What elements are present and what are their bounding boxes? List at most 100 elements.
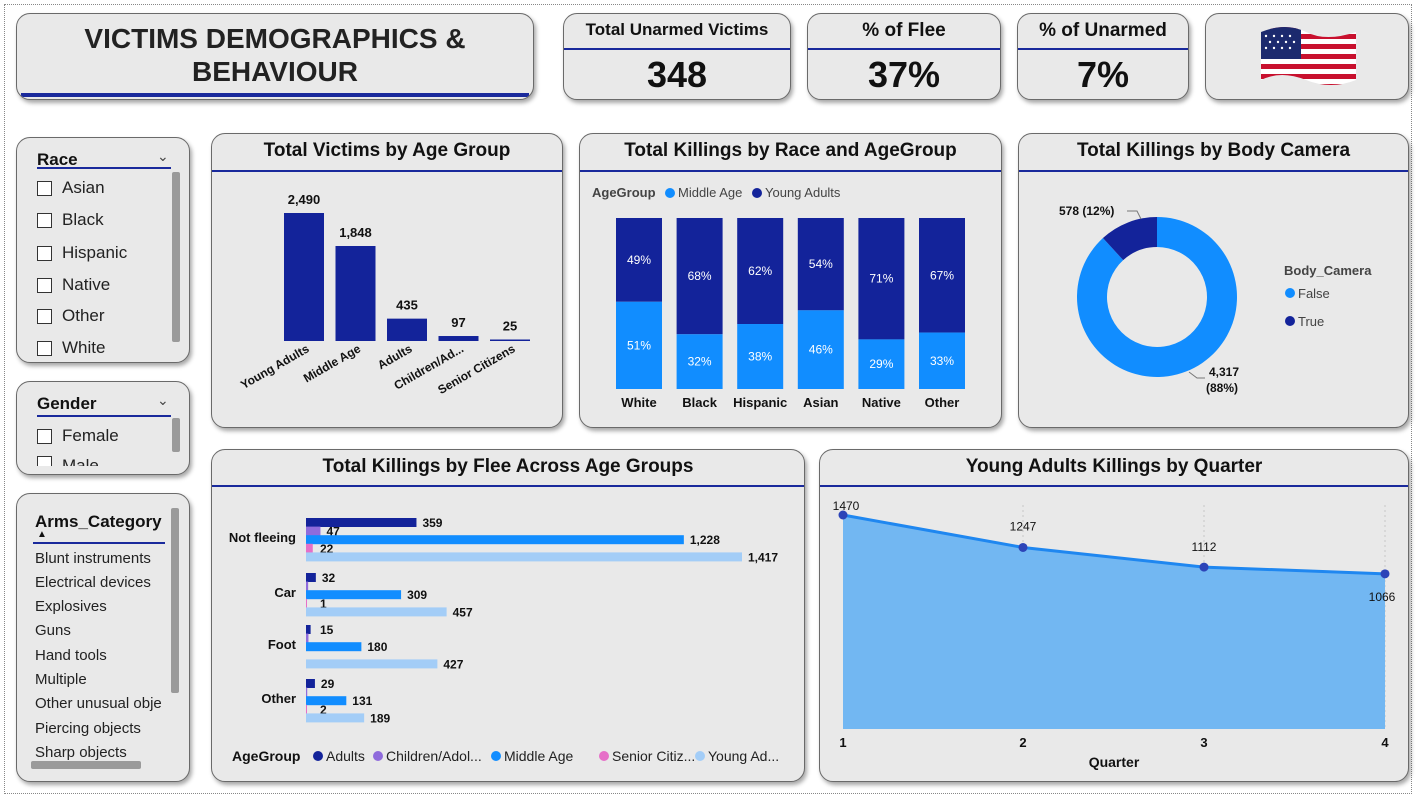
bar-middle-age[interactable] (797, 310, 844, 389)
gender-slicer[interactable]: Gender ⌄ Female Male (16, 381, 190, 475)
race-scrollbar[interactable] (172, 172, 180, 342)
leader-line (1188, 371, 1205, 379)
bar-1-2[interactable] (306, 590, 402, 600)
arms-vertical-scrollbar[interactable] (171, 508, 179, 693)
bar-middle-age[interactable] (616, 301, 662, 389)
data-label: 1 (320, 597, 327, 611)
slice-true[interactable] (1102, 217, 1157, 261)
chevron-down-icon[interactable]: ⌄ (157, 392, 169, 408)
race-slicer[interactable]: Race ⌄ Asian Black Hispanic Native Other… (16, 137, 190, 363)
bar-0-4[interactable] (306, 552, 742, 562)
bar-2-2[interactable] (306, 642, 362, 652)
bar-1[interactable] (335, 246, 376, 341)
arms-option[interactable]: Other unusual obje (35, 695, 162, 712)
x-tick-label: Adults (375, 341, 415, 372)
race-option-native[interactable]: Native (37, 275, 110, 295)
bar-middle-age[interactable] (858, 339, 905, 389)
legend-label[interactable]: Young Adults (765, 185, 841, 200)
data-point[interactable] (1199, 562, 1209, 572)
bar-middle-age[interactable] (737, 324, 784, 389)
race-option-white[interactable]: White (37, 338, 105, 358)
legend-label[interactable]: Young Ad... (708, 748, 779, 764)
legend-label[interactable]: Middle Age (504, 748, 573, 764)
kpi-card-flee[interactable]: % of Flee 37% (807, 13, 1001, 100)
bar-young-adults[interactable] (797, 218, 844, 311)
bar-3-1[interactable] (306, 687, 308, 697)
bar-1-0[interactable] (306, 573, 316, 582)
checkbox[interactable] (37, 428, 52, 444)
arms-option[interactable]: Sharp objects (35, 744, 127, 761)
race-option-black[interactable]: Black (37, 210, 104, 230)
gender-option-male[interactable]: Male (37, 456, 99, 466)
bar-3-2[interactable] (306, 696, 347, 706)
bar-middle-age[interactable] (676, 334, 723, 389)
bar-3-0[interactable] (306, 679, 315, 688)
data-label: 1,848 (339, 225, 372, 240)
bar-3-4[interactable] (306, 713, 365, 723)
bar-2-4[interactable] (306, 659, 438, 669)
bar-young-adults[interactable] (919, 218, 965, 333)
race-option-other[interactable]: Other (37, 306, 105, 326)
arms-option[interactable]: Electrical devices (35, 574, 151, 591)
bar-3[interactable] (438, 336, 479, 341)
chevron-down-icon[interactable]: ⌄ (157, 148, 169, 164)
data-label: 29 (321, 677, 335, 691)
bar-0-2[interactable] (306, 535, 684, 545)
arms-option[interactable]: Explosives (35, 598, 107, 615)
checkbox[interactable] (37, 245, 52, 261)
bar-0[interactable] (284, 213, 324, 341)
legend-label[interactable]: False (1298, 286, 1330, 301)
arms-horizontal-scrollbar[interactable] (31, 761, 141, 769)
arms-slicer[interactable]: Arms_Category ▲ Blunt instruments Electr… (16, 493, 190, 782)
legend-marker (752, 188, 762, 198)
checkbox[interactable] (37, 456, 52, 466)
checkbox[interactable] (37, 212, 52, 228)
legend-label[interactable]: Adults (326, 748, 365, 764)
gender-scrollbar[interactable] (172, 418, 180, 452)
arms-option[interactable]: Piercing objects (35, 720, 141, 737)
checkbox[interactable] (37, 277, 52, 293)
slice-false[interactable] (1077, 217, 1237, 377)
legend-label[interactable]: Senior Citiz... (612, 748, 695, 764)
race-option-hispanic[interactable]: Hispanic (37, 243, 127, 263)
bar-0-0[interactable] (306, 518, 417, 527)
checkbox[interactable] (37, 340, 52, 356)
bar-young-adults[interactable] (676, 218, 723, 335)
bar-young-adults[interactable] (858, 218, 905, 340)
arms-option[interactable]: Hand tools (35, 647, 107, 664)
bar-4[interactable] (490, 339, 530, 342)
bar-young-adults[interactable] (616, 218, 662, 302)
bar-1-3[interactable] (306, 598, 307, 608)
bar-0-1[interactable] (306, 526, 321, 536)
bar-1-1[interactable] (306, 581, 309, 591)
bar-2-0[interactable] (306, 625, 311, 634)
data-point[interactable] (1018, 542, 1028, 552)
arms-option[interactable]: Blunt instruments (35, 550, 151, 567)
kpi-card-unarmed-victims[interactable]: Total Unarmed Victims 348 (563, 13, 791, 100)
legend-label[interactable]: True (1298, 314, 1324, 329)
bar-young-adults[interactable] (737, 218, 784, 325)
body-camera-donut-chart: 4,317 (88%) 578 (12%) Body_Camera False True (1059, 204, 1372, 395)
bar-3-3[interactable] (306, 704, 307, 714)
checkbox[interactable] (37, 180, 52, 196)
data-point[interactable] (838, 510, 848, 520)
bar-2[interactable] (387, 318, 427, 341)
bar-1-4[interactable] (306, 607, 447, 617)
x-tick-label: 3 (1200, 735, 1207, 750)
legend-marker (313, 751, 323, 761)
checkbox[interactable] (37, 308, 52, 324)
title-underline (212, 170, 562, 172)
legend-label[interactable]: Children/Adol... (386, 748, 482, 764)
arms-option[interactable]: Multiple (35, 671, 87, 688)
data-point[interactable] (1380, 569, 1390, 579)
race-option-asian[interactable]: Asian (37, 178, 105, 198)
arms-option[interactable]: Guns (35, 622, 71, 639)
sort-ascending-icon[interactable]: ▲ (37, 529, 47, 540)
gender-option-female[interactable]: Female (37, 426, 119, 446)
legend-label[interactable]: Middle Age (678, 185, 742, 200)
bar-0-3[interactable] (306, 543, 313, 553)
bar-middle-age[interactable] (919, 332, 965, 389)
flee-age-chart-card: Total Killings by Flee Across Age Groups… (211, 449, 805, 782)
bar-2-1[interactable] (306, 633, 309, 643)
kpi-card-unarmed[interactable]: % of Unarmed 7% (1017, 13, 1189, 100)
